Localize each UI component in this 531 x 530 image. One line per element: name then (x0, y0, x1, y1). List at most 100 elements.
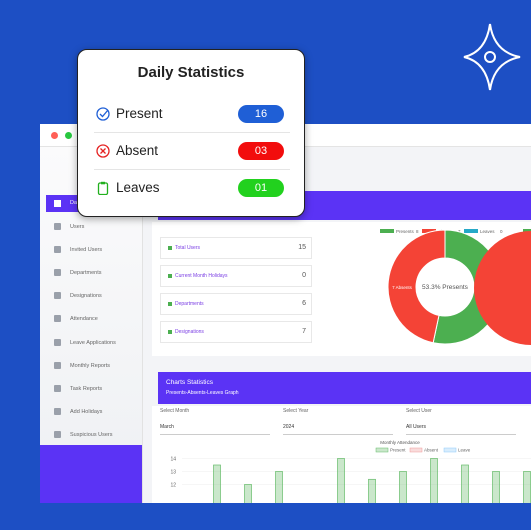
filter-underline (283, 434, 393, 435)
nav-label: Add Holidays (70, 408, 103, 415)
donut-slice (387, 229, 446, 344)
filter-label: Select Year (283, 408, 309, 414)
sidebar-footer (40, 445, 142, 503)
separator (94, 132, 290, 133)
filter[interactable]: Select User All Users (406, 408, 518, 436)
legend-swatch (380, 229, 394, 233)
nav-icon (54, 292, 61, 300)
nav-item[interactable]: Suspicious Users (40, 426, 142, 444)
slice-label: 7 Absents (392, 285, 413, 290)
stat-label: Absent (116, 143, 159, 158)
bar (430, 458, 438, 503)
daily-statistics-card: Daily Statistics Present 16 Absent 03 Leaves… (77, 49, 305, 217)
stat-item-value: 0 (302, 272, 306, 279)
filter-label: Select User (406, 408, 432, 414)
chart-title: Monthly Attendance (380, 440, 420, 445)
stat-icon (96, 107, 110, 121)
legend-swatch (409, 447, 423, 453)
nav-icon (54, 200, 61, 207)
stat-item-value: 6 (302, 300, 306, 307)
stat-badge: 01 (238, 179, 284, 197)
nav-item[interactable]: Attendance (40, 310, 142, 328)
legend-swatch (375, 447, 389, 453)
legend-value: 0 (500, 229, 503, 234)
filter-underline (160, 434, 270, 435)
legend-label: Absent (424, 448, 439, 453)
stat-row: Leaves 01 (94, 170, 290, 206)
nav-label: Task Reports (70, 385, 103, 392)
stat-icon (168, 246, 172, 250)
y-tick-label: 12 (170, 483, 176, 489)
close-dot[interactable] (51, 132, 58, 139)
bar (523, 471, 531, 503)
nav-icon (54, 315, 61, 323)
stat-item-label: Current Month Holidays (175, 273, 228, 279)
charts-header: Charts Statistics Presents-Absents-Leave… (158, 372, 531, 404)
nav-label: Designations (70, 293, 102, 300)
bar (213, 464, 221, 503)
stat-item: Total Users 15 (160, 237, 312, 259)
nav-item[interactable]: Monthly Reports (40, 357, 142, 375)
nav-item[interactable]: Users (40, 218, 142, 236)
second-donut (474, 231, 531, 345)
filter[interactable]: Select Month March (160, 408, 272, 436)
stat-icon (96, 144, 110, 158)
bar (399, 471, 407, 503)
nav-label: Attendance (70, 316, 98, 323)
bar (492, 471, 500, 503)
nav-icon (54, 407, 61, 415)
nav-icon (54, 338, 61, 346)
legend-swatch (464, 229, 478, 233)
filter-value: 2024 (283, 424, 295, 430)
stat-item-label: Departments (175, 301, 204, 307)
stat-badge: 03 (238, 142, 284, 160)
nav-icon (54, 269, 61, 277)
nav-item[interactable]: Departments (40, 264, 142, 282)
nav-item[interactable]: Invited Users (40, 241, 142, 259)
stat-item: Current Month Holidays 0 (160, 265, 312, 287)
stat-item: Departments 6 (160, 293, 312, 315)
nav-item[interactable]: Task Reports (40, 380, 142, 398)
y-tick-label: 13 (170, 470, 176, 476)
legend-label: Leave (458, 448, 471, 453)
nav-icon (54, 430, 61, 438)
nav-icon (54, 361, 61, 369)
nav-item[interactable]: Leave Applications (40, 334, 142, 352)
legend-swatch (443, 447, 457, 453)
stat-item-value: 7 (302, 328, 306, 335)
legend-label: Leaves (480, 229, 495, 234)
stat-icon (168, 330, 172, 334)
stat-row: Present 16 (94, 96, 290, 132)
legend-swatch (422, 229, 436, 233)
filter-value: March (160, 424, 174, 430)
nav-item[interactable]: Designations (40, 287, 142, 305)
legend-swatch (523, 229, 531, 233)
nav-icon (54, 246, 61, 254)
filter-label: Select Month (160, 408, 190, 414)
stat-label: Present (116, 106, 163, 121)
zoom-dot[interactable] (65, 132, 72, 139)
filter[interactable]: Select Year 2024 (283, 408, 395, 436)
bar (275, 471, 283, 503)
filter-underline (406, 434, 516, 435)
bar (368, 478, 376, 503)
donut-center-label: 53.3% Presents (422, 284, 469, 291)
charts-title: Charts Statistics (166, 379, 213, 386)
nav-icon (54, 384, 61, 392)
legend-label: Present (390, 448, 406, 453)
charts-body (152, 406, 531, 503)
nav-label: Leave Applications (70, 339, 116, 346)
stat-label: Leaves (116, 180, 160, 195)
filter-value: All Users (406, 424, 427, 430)
nav-item[interactable]: Add Holidays (40, 403, 142, 421)
nav-label: Suspicious Users (70, 431, 113, 438)
stat-item-value: 15 (298, 244, 306, 251)
stat-icon (97, 181, 109, 195)
nav-label: Invited Users (70, 247, 103, 254)
stat-row: Absent 03 (94, 133, 290, 169)
legend-label: Presents (396, 229, 415, 234)
stat-icon (168, 302, 172, 306)
y-tick-label: 14 (170, 457, 176, 463)
bar (461, 464, 469, 503)
